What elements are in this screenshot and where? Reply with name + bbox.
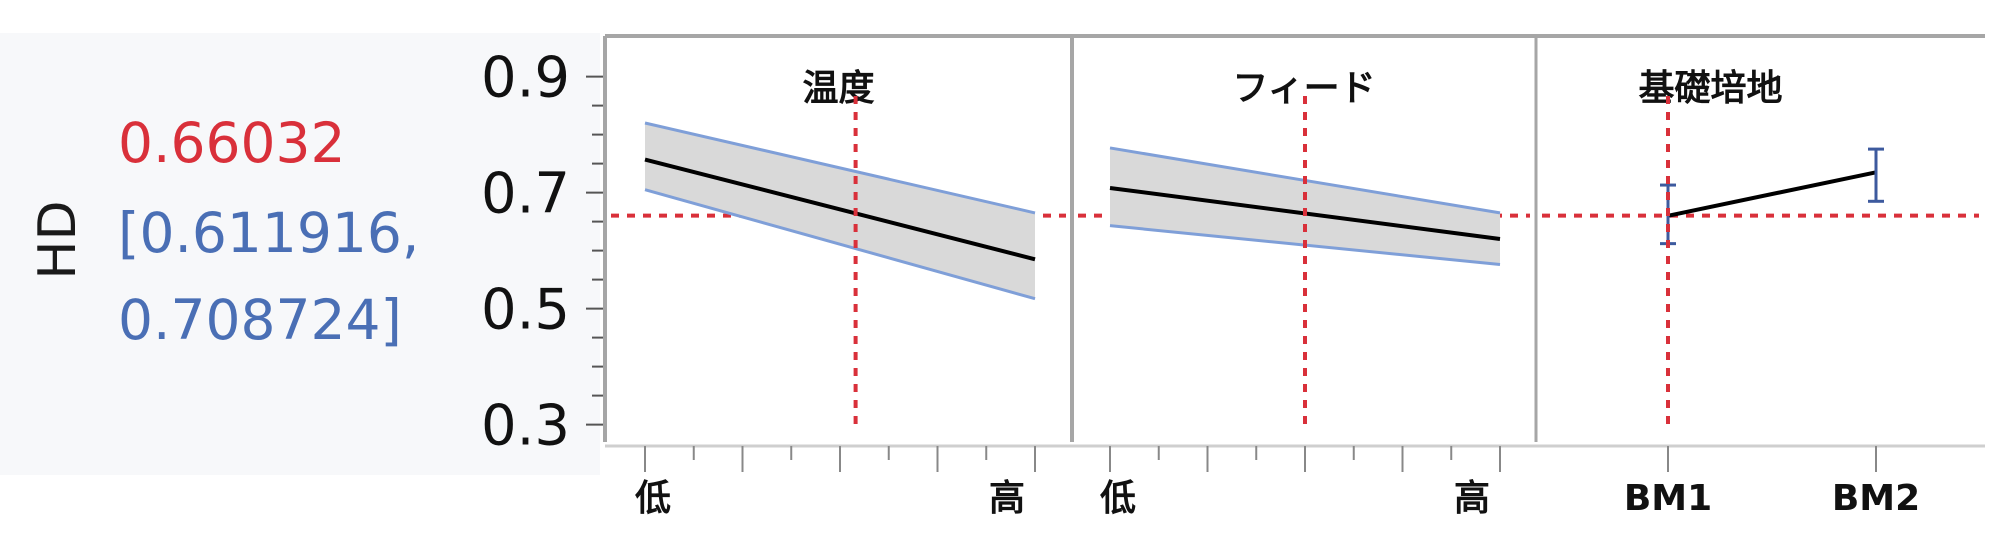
panel-1: 温度低 高 [611,68,1066,519]
panel-3: 基礎培地 BM1 BM2 [1542,68,1979,519]
panel-2: フィード低高 [1078,68,1530,519]
y-tick-label: 0.7 [481,162,570,227]
y-tick-label: 0.9 [481,46,570,111]
panel-title: 基礎培地 [1638,68,1782,109]
x-tick-label: 低 [635,478,671,519]
prediction-readout-panel [0,33,600,475]
y-tick-label: 0.3 [481,394,570,459]
prediction-trace [644,157,1036,262]
confidence-interval-lower: [0.611916, [118,201,420,265]
x-tick-label: 低 [1100,478,1136,519]
x-tick-label: BM2 [1832,478,1920,519]
predicted-value: 0.66032 [118,111,346,175]
confidence-band-lower [644,188,1036,301]
prediction-trace [1667,170,1877,218]
x-tick-label: 高 [989,478,1025,519]
y-tick-label: 0.5 [481,278,570,343]
x-tick-label: BM1 [1624,478,1712,519]
panel-title: 温度 [802,68,874,109]
confidence-interval-upper: 0.708724] [118,288,402,352]
x-tick-label: 高 [1454,478,1490,519]
confidence-band-upper [644,121,1036,215]
